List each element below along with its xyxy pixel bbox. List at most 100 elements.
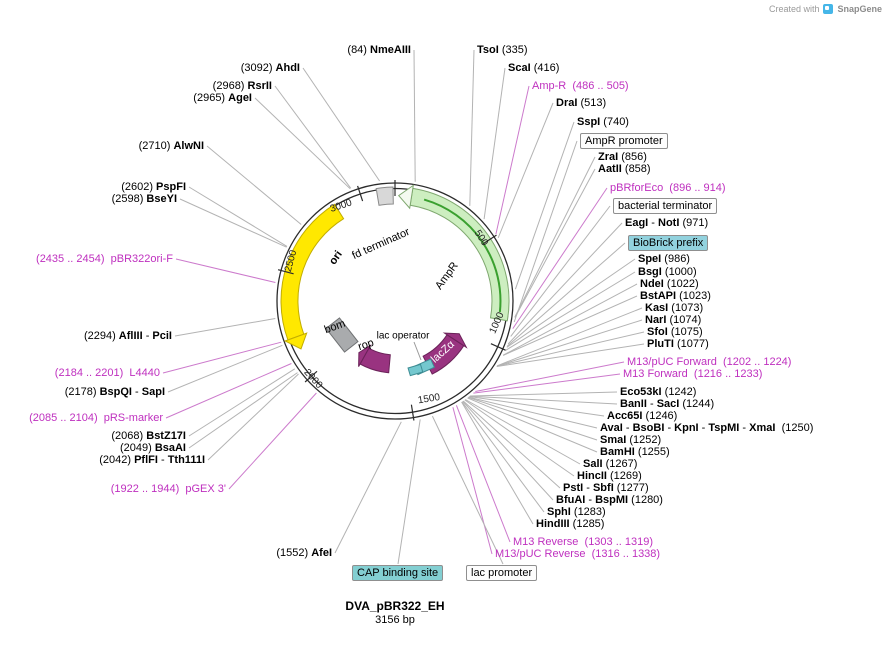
- label-alwni[interactable]: (2710) AlwNI: [138, 140, 204, 152]
- label-nari[interactable]: NarI (1074): [645, 314, 702, 326]
- label-l4440[interactable]: (2184 .. 2201) L4440: [54, 367, 160, 379]
- feature-bom[interactable]: [325, 317, 359, 353]
- label-eco53ki[interactable]: Eco53kI (1242): [620, 386, 697, 398]
- label-hincii[interactable]: HincII (1269): [577, 470, 642, 482]
- label-bstz17i[interactable]: (2068) BstZ17I: [111, 430, 186, 442]
- label-ampr-promoter[interactable]: AmpR promoter: [580, 133, 668, 149]
- tick-mark: [490, 343, 506, 351]
- label-prs-marker[interactable]: (2085 .. 2104) pRS-marker: [29, 412, 163, 424]
- plasmid-size: 3156 bp: [375, 614, 415, 626]
- label-biobrick-prefix[interactable]: BioBrick prefix: [628, 235, 709, 251]
- label-pluti[interactable]: PluTI (1077): [647, 338, 709, 350]
- callout-line-m13-reverse: [455, 405, 511, 543]
- label-sfoi[interactable]: SfoI (1075): [647, 326, 703, 338]
- callout-line-bfuai-bspmi: [462, 400, 554, 501]
- label-pspfi[interactable]: (2602) PspFI: [121, 181, 186, 193]
- callout-line-bsaai: [188, 372, 298, 449]
- callout-line-eco53ki: [469, 391, 618, 397]
- callout-line-ahdi: [302, 67, 381, 182]
- label-smai[interactable]: SmaI (1252): [600, 434, 662, 446]
- callout-line-bstapi: [502, 295, 638, 356]
- label-bsgi[interactable]: BsgI (1000): [638, 266, 697, 278]
- callout-line-afliii-pcii: [174, 318, 276, 337]
- label-cap-binding-site[interactable]: CAP binding site: [352, 565, 444, 581]
- label-pbr322ori-f[interactable]: (2435 .. 2454) pBR322ori-F: [36, 253, 173, 265]
- feature-rop-arrowhead[interactable]: [358, 344, 372, 367]
- label-sphi[interactable]: SphI (1283): [547, 506, 606, 518]
- label-bseyi[interactable]: (2598) BseYI: [111, 193, 177, 205]
- tick-mark: [357, 185, 364, 202]
- callout-line-banii-saci: [469, 395, 618, 405]
- label-kasi[interactable]: KasI (1073): [645, 302, 704, 314]
- snapgene-logo-icon: [823, 4, 834, 14]
- callout-line-acc65i: [469, 396, 605, 417]
- label-zrai[interactable]: ZraI (856): [598, 151, 647, 163]
- label-bspqi-sapi[interactable]: (2178) BspQI - SapI: [64, 386, 165, 398]
- label-ndei[interactable]: NdeI (1022): [640, 278, 699, 290]
- label-m13-reverse[interactable]: M13 Reverse (1303 .. 1319): [513, 536, 654, 548]
- callout-line-m13-puc-forward: [475, 361, 625, 392]
- feature-ori[interactable]: [280, 203, 345, 341]
- feature-label-ori: ori: [327, 249, 345, 267]
- label-aatii[interactable]: AatII (858): [598, 163, 651, 175]
- callout-line-scai: [483, 67, 506, 220]
- watermark-brand: SnapGene: [837, 4, 882, 14]
- label-m13-puc-reverse[interactable]: M13/pUC Reverse (1316 .. 1338): [495, 548, 661, 560]
- label-sspi[interactable]: SspI (740): [577, 116, 629, 128]
- label-agei[interactable]: (2965) AgeI: [193, 92, 252, 104]
- label-banii-saci[interactable]: BanII - SacI (1244): [620, 398, 715, 410]
- callout-line-alwni: [206, 145, 302, 225]
- label-drai[interactable]: DraI (513): [556, 97, 607, 109]
- feature-ampr[interactable]: [409, 187, 510, 322]
- callout-line-rsrii: [274, 85, 352, 189]
- label-bamhi[interactable]: BamHI (1255): [600, 446, 670, 458]
- feature-lacza-arrowhead[interactable]: [442, 332, 468, 349]
- label-bfuai-bspmi[interactable]: BfuAI - BspMI (1280): [556, 494, 663, 506]
- label-scai[interactable]: ScaI (416): [508, 62, 560, 74]
- label-eagi-noti[interactable]: EagI - NotI (971): [625, 217, 709, 229]
- label-amp-r[interactable]: Amp-R (486 .. 505): [532, 80, 629, 92]
- callout-line-aatii: [514, 168, 596, 318]
- callout-line-cap-binding-site: [397, 419, 421, 565]
- label-psti-sbfi[interactable]: PstI - SbfI (1277): [563, 482, 649, 494]
- label-nmeaiii[interactable]: (84) NmeAIII: [347, 44, 411, 56]
- callout-line-eagi-noti: [507, 222, 623, 345]
- feature-fd-terminator[interactable]: [375, 186, 394, 206]
- label-pbrforeco[interactable]: pBRforEco (896 .. 914): [610, 182, 726, 194]
- label-afei[interactable]: (1552) AfeI: [276, 547, 332, 559]
- feature-ampr-arrowhead[interactable]: [397, 184, 414, 210]
- label-lac-promoter[interactable]: lac promoter: [466, 565, 538, 581]
- label-spei[interactable]: SpeI (986): [638, 253, 690, 265]
- callout-line-pgex-3: [228, 392, 317, 490]
- callout-line-m13-forward: [473, 373, 621, 394]
- label-tsoi[interactable]: TsoI (335): [477, 44, 528, 56]
- tick-mark: [410, 404, 415, 421]
- label-m13-puc-forward[interactable]: M13/pUC Forward (1202 .. 1224): [627, 356, 792, 368]
- label-bstapi[interactable]: BstAPI (1023): [640, 290, 711, 302]
- label-hindiii[interactable]: HindIII (1285): [536, 518, 605, 530]
- callout-line-bspqi-sapi: [167, 344, 283, 393]
- tick-mark: [482, 234, 497, 245]
- label-m13-forward[interactable]: M13 Forward (1216 .. 1233): [623, 368, 763, 380]
- callout-line-biobrick-prefix: [506, 242, 626, 347]
- label-afliii-pcii[interactable]: (2294) AflIII - PciI: [83, 330, 172, 342]
- feature-lac-operator-mark-1[interactable]: [407, 363, 424, 377]
- feature-ampr-midline: [423, 198, 502, 313]
- label-rsrii[interactable]: (2968) RsrII: [212, 80, 272, 92]
- label-bsaai[interactable]: (2049) BsaAI: [119, 442, 186, 454]
- label-ahdi[interactable]: (3092) AhdI: [240, 62, 300, 74]
- callout-line-afei: [334, 421, 402, 554]
- callout-line-bamhi: [467, 397, 598, 453]
- label-acc65i[interactable]: Acc65I (1246): [607, 410, 678, 422]
- feature-ori-arrowhead[interactable]: [283, 332, 308, 350]
- callout-line-pbrforeco: [512, 187, 608, 329]
- label-bacterial-terminator[interactable]: bacterial terminator: [613, 198, 718, 214]
- label-pgex-3[interactable]: (1922 .. 1944) pGEX 3': [110, 483, 226, 495]
- plasmid-name: DVA_pBR322_EH: [345, 599, 445, 613]
- callout-line-amp-r: [495, 85, 530, 235]
- label-pflfi-tth111i[interactable]: (2042) PflFI - Tth111I: [99, 454, 205, 466]
- label-sali[interactable]: SalI (1267): [583, 458, 638, 470]
- label-avai-group[interactable]: AvaI - BsoBI - KpnI - TspMI - XmaI (1250…: [600, 422, 814, 434]
